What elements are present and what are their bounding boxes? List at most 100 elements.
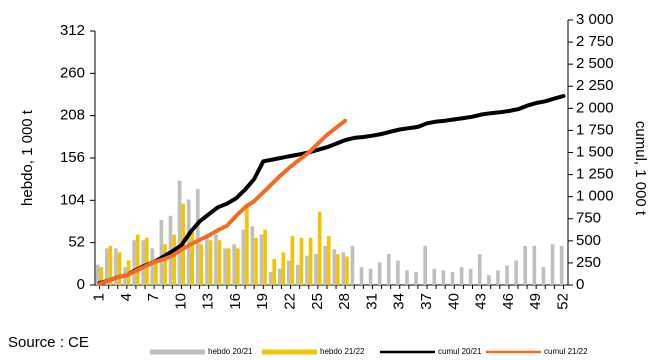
bar (296, 264, 300, 285)
source: Source : CE (8, 334, 89, 351)
bar (108, 245, 113, 285)
bar (323, 245, 327, 285)
bar (487, 275, 491, 285)
bar (305, 255, 309, 285)
bar (150, 248, 155, 285)
bar (208, 240, 213, 285)
y2-tick-label: 1 250 (576, 166, 614, 183)
legend-label: hebdo 21/22 (320, 347, 365, 356)
legend-label: cumul 20/21 (438, 347, 482, 356)
bar (268, 271, 273, 285)
bar (163, 244, 167, 285)
x-tick-label: 25 (309, 293, 326, 310)
bar (95, 264, 100, 285)
y2-tick-label: 250 (576, 254, 601, 271)
bar (450, 271, 455, 285)
x-tick-label: 10 (172, 293, 189, 310)
bar (541, 267, 546, 285)
x-tick-label: 16 (227, 293, 244, 310)
bar (532, 245, 537, 285)
bar (496, 270, 500, 285)
y2-tick-label: 750 (576, 210, 601, 227)
line (97, 94, 566, 286)
bar (281, 252, 286, 285)
bar (250, 226, 255, 285)
bar (405, 270, 409, 285)
bar (223, 248, 227, 285)
x-tick-label: 52 (554, 293, 571, 310)
bar (145, 237, 149, 285)
bar (317, 211, 322, 285)
x-tick-label: 13 (200, 293, 217, 310)
x-tick-label: 40 (445, 293, 462, 310)
bar (336, 254, 340, 285)
bar (414, 271, 418, 285)
bar (272, 258, 277, 285)
y2-tick-label: 2 750 (576, 33, 614, 50)
y2-tick-label: 500 (576, 232, 601, 249)
bar (441, 270, 446, 285)
y-tick-label: 0 (77, 276, 85, 293)
bar (432, 268, 437, 285)
bar (459, 267, 464, 285)
bar (468, 268, 473, 285)
x-tick-label: 28 (336, 293, 353, 310)
y2-tick-label: 2 250 (576, 77, 614, 94)
bar (314, 254, 318, 285)
x-tick-label: 43 (473, 293, 490, 310)
bar (135, 234, 140, 285)
bar (99, 267, 104, 285)
y-tick-label: 52 (68, 234, 85, 251)
bar (332, 249, 337, 285)
bar (195, 188, 200, 285)
y2-tick-label: 3 000 (576, 11, 614, 28)
bar (177, 180, 182, 285)
bar (505, 265, 509, 285)
bar (205, 236, 209, 285)
bar (154, 260, 158, 285)
y-tick-label: 260 (60, 64, 85, 81)
bar (241, 229, 246, 285)
bar (141, 240, 146, 285)
bar (368, 268, 373, 285)
bar (514, 260, 518, 285)
bar (359, 267, 364, 285)
bar (286, 260, 291, 285)
bar (423, 245, 428, 285)
bar (341, 252, 346, 285)
x-tick-label: 7 (145, 293, 162, 301)
x-tick-label: 37 (418, 293, 435, 310)
y-tick-label: 104 (60, 191, 85, 208)
bar (172, 234, 176, 285)
legend-label: cumul 21/22 (544, 347, 588, 356)
y2-tick-label: 1 750 (576, 121, 614, 138)
y2-tick-label: 1 000 (576, 188, 614, 205)
bar (214, 234, 218, 285)
bar (199, 244, 204, 285)
bar (159, 219, 164, 285)
y-tick-label: 208 (60, 107, 85, 124)
x-tick-label: 31 (363, 293, 380, 310)
bar (114, 248, 118, 285)
bar (299, 237, 304, 285)
bar (245, 203, 249, 285)
bar (190, 232, 195, 285)
bar (277, 268, 282, 285)
x-tick-label: 46 (500, 293, 517, 310)
bar (523, 245, 528, 285)
bar (477, 254, 482, 285)
legend-label: hebdo 20/21 (208, 347, 253, 356)
y2-axis-title: cumul, 1 000 t (632, 121, 649, 216)
bar (105, 248, 109, 285)
x-tick-label: 19 (254, 293, 271, 310)
bar (350, 245, 355, 285)
bar (263, 229, 267, 285)
x-tick-label: 34 (391, 293, 408, 310)
bar (396, 260, 400, 285)
line (97, 118, 348, 287)
x-tick-label: 22 (282, 293, 299, 310)
bar (132, 240, 136, 285)
y-tick-label: 156 (60, 149, 85, 166)
bar (559, 245, 564, 285)
